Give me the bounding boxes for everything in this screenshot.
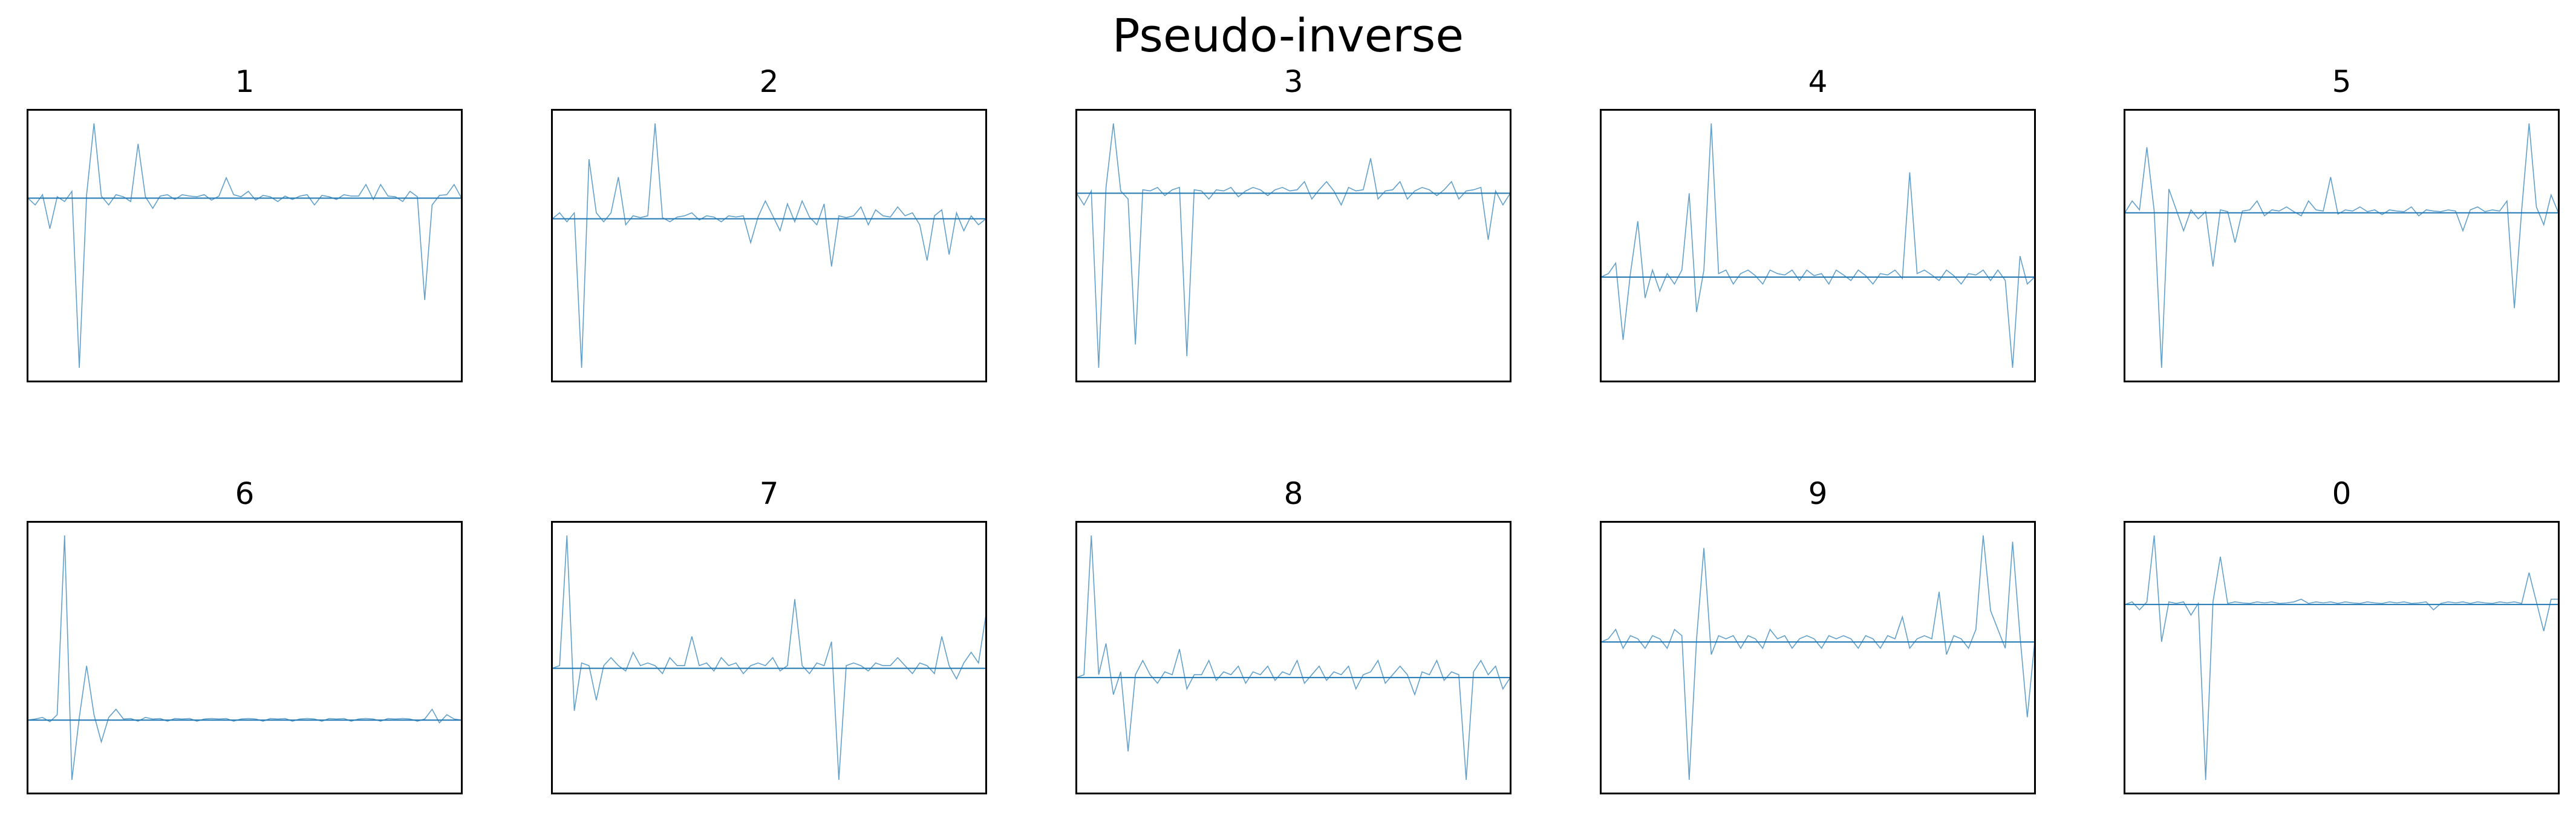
series-line: [27, 535, 462, 780]
axes-frame: [2124, 521, 2560, 794]
axes-frame: [1075, 109, 1511, 382]
series-line: [2124, 535, 2558, 780]
panel-title: 5: [2332, 64, 2352, 99]
axes-frame: [1075, 521, 1511, 794]
axes-frame: [551, 109, 987, 382]
axes-frame: [1600, 109, 2036, 382]
panel-3: [1075, 109, 1511, 382]
panel-9: [1600, 521, 2036, 794]
series-line: [552, 535, 986, 780]
panel-title: 8: [1283, 476, 1303, 511]
series-line: [2124, 123, 2559, 368]
panel-6: [27, 521, 463, 794]
panel-5: [2124, 109, 2560, 382]
panel-title: 6: [235, 476, 255, 511]
series-line: [27, 123, 462, 368]
axes-frame: [27, 109, 463, 382]
panel-title: 0: [2332, 476, 2352, 511]
panel-1: [27, 109, 463, 382]
panel-title: 3: [1283, 64, 1303, 99]
axes-frame: [27, 521, 463, 794]
panel-title: 1: [235, 64, 255, 99]
panel-title: 7: [759, 476, 779, 511]
axes-frame: [551, 521, 987, 794]
panel-title: 9: [1808, 476, 1828, 511]
panel-0: [2124, 521, 2560, 794]
figure-title: Pseudo-inverse: [1112, 8, 1464, 62]
axes-frame: [2124, 109, 2560, 382]
axes-frame: [1600, 521, 2036, 794]
series-line: [1600, 535, 2035, 780]
panel-title: 2: [759, 64, 779, 99]
panel-7: [551, 521, 987, 794]
panel-8: [1075, 521, 1511, 794]
panel-4: [1600, 109, 2036, 382]
series-line: [552, 123, 986, 368]
series-line: [1600, 123, 2035, 368]
panel-title: 4: [1808, 64, 1828, 99]
series-line: [1076, 535, 1511, 780]
series-line: [1076, 123, 1511, 368]
panel-2: [551, 109, 987, 382]
